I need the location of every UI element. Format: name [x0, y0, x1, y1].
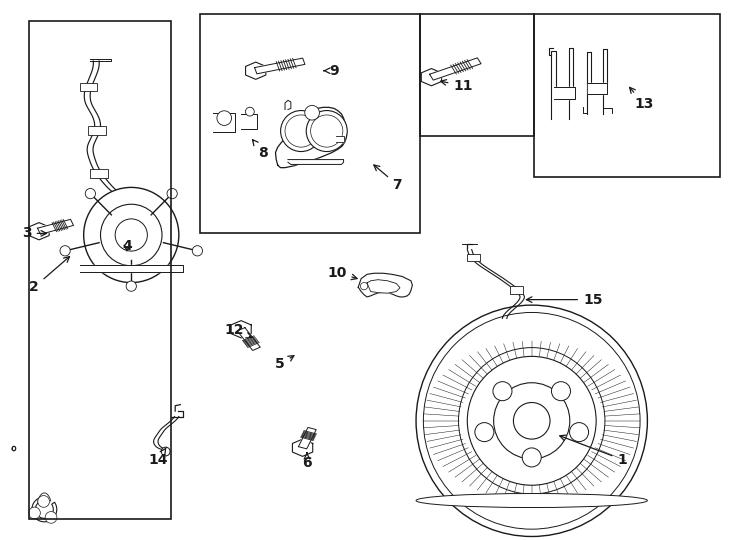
Bar: [88, 126, 106, 134]
Circle shape: [192, 246, 203, 256]
Circle shape: [46, 511, 57, 523]
Polygon shape: [336, 137, 344, 142]
Circle shape: [217, 111, 231, 125]
Polygon shape: [288, 160, 344, 165]
Text: 13: 13: [630, 87, 653, 111]
Polygon shape: [237, 328, 261, 350]
Polygon shape: [255, 58, 305, 74]
Bar: [534, 14, 720, 177]
Circle shape: [60, 246, 70, 256]
Text: 8: 8: [252, 140, 268, 160]
Text: 2: 2: [29, 256, 70, 294]
Text: 10: 10: [327, 266, 357, 280]
Bar: [200, 14, 420, 233]
Polygon shape: [127, 251, 136, 269]
Polygon shape: [90, 59, 111, 61]
Text: 3: 3: [22, 226, 46, 240]
Circle shape: [522, 448, 541, 467]
Circle shape: [115, 219, 148, 251]
Circle shape: [306, 111, 347, 152]
Circle shape: [126, 281, 137, 291]
Polygon shape: [241, 114, 257, 129]
Text: 7: 7: [374, 165, 402, 192]
Polygon shape: [231, 321, 251, 338]
Polygon shape: [275, 107, 346, 167]
Circle shape: [37, 496, 49, 507]
Text: 14: 14: [148, 448, 168, 467]
Polygon shape: [554, 87, 575, 99]
Circle shape: [494, 383, 570, 459]
Bar: [80, 83, 98, 91]
Polygon shape: [121, 242, 142, 259]
Circle shape: [29, 507, 40, 519]
Circle shape: [570, 423, 589, 442]
Polygon shape: [214, 113, 235, 132]
Polygon shape: [246, 62, 266, 79]
Circle shape: [84, 187, 179, 282]
Circle shape: [360, 282, 368, 290]
Circle shape: [310, 115, 343, 147]
Polygon shape: [367, 280, 400, 293]
Polygon shape: [358, 273, 413, 297]
Circle shape: [416, 305, 647, 536]
Circle shape: [468, 356, 596, 485]
Text: 1: 1: [560, 435, 627, 467]
Polygon shape: [29, 222, 49, 240]
Circle shape: [513, 402, 550, 439]
Bar: [29, 21, 171, 519]
Circle shape: [161, 447, 170, 456]
Circle shape: [551, 382, 570, 401]
Ellipse shape: [416, 494, 647, 508]
Circle shape: [85, 188, 95, 199]
Circle shape: [475, 423, 494, 442]
Circle shape: [305, 105, 319, 120]
Circle shape: [245, 107, 254, 116]
Polygon shape: [586, 49, 607, 114]
Bar: [90, 170, 108, 178]
Circle shape: [280, 111, 321, 152]
Bar: [510, 286, 523, 294]
Text: 6: 6: [302, 453, 312, 470]
Circle shape: [285, 115, 317, 147]
Text: 5: 5: [275, 356, 294, 372]
Polygon shape: [292, 439, 313, 456]
Polygon shape: [551, 48, 573, 119]
Polygon shape: [429, 58, 481, 80]
Text: 12: 12: [225, 323, 252, 338]
Text: 4: 4: [122, 239, 131, 253]
Text: 11: 11: [440, 79, 473, 93]
Polygon shape: [285, 100, 291, 110]
Text: 9: 9: [324, 64, 339, 78]
Bar: [420, 14, 534, 137]
Polygon shape: [299, 427, 316, 449]
Circle shape: [493, 382, 512, 401]
Text: 15: 15: [526, 293, 603, 307]
Circle shape: [167, 188, 178, 199]
Polygon shape: [80, 265, 183, 272]
Polygon shape: [32, 497, 57, 522]
Polygon shape: [588, 83, 607, 94]
Bar: [467, 254, 480, 261]
Circle shape: [101, 204, 162, 266]
Polygon shape: [37, 219, 73, 234]
Polygon shape: [421, 69, 442, 86]
